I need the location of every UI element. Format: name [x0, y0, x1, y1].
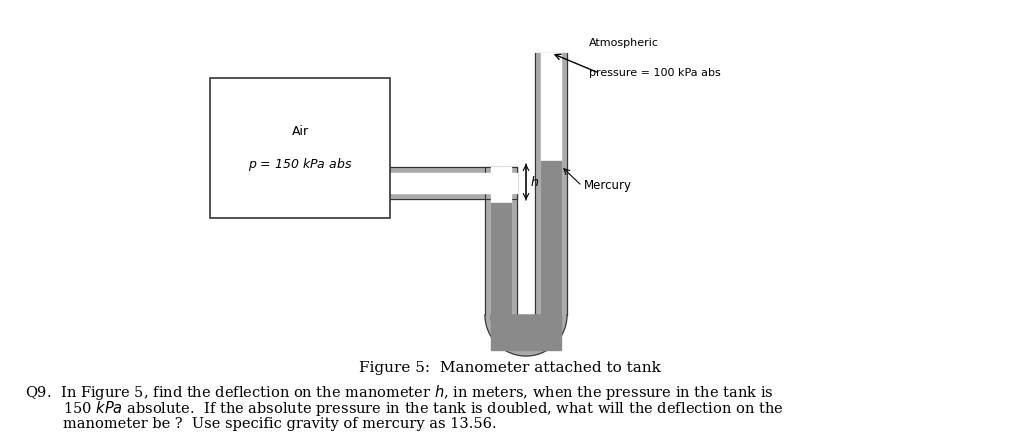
Text: Air: Air	[291, 125, 309, 138]
Text: Figure 5:  Manometer attached to tank: Figure 5: Manometer attached to tank	[359, 361, 660, 375]
Text: Atmospheric: Atmospheric	[588, 38, 658, 48]
Text: $h$: $h$	[530, 175, 539, 189]
Text: Q9.  In Figure 5, find the deflection on the manometer $h$, in meters, when the : Q9. In Figure 5, find the deflection on …	[25, 382, 772, 402]
Text: $p$ = 150 kPa abs: $p$ = 150 kPa abs	[248, 156, 352, 173]
Text: 150 $kPa$ absolute.  If the absolute pressure in the tank is doubled, what will : 150 $kPa$ absolute. If the absolute pres…	[63, 399, 783, 417]
Bar	[210, 78, 389, 218]
Text: Mercury: Mercury	[584, 180, 632, 192]
Text: pressure = 100 kPa abs: pressure = 100 kPa abs	[588, 68, 720, 78]
Text: manometer be ?  Use specific gravity of mercury as 13.56.: manometer be ? Use specific gravity of m…	[63, 417, 496, 431]
Polygon shape	[484, 315, 567, 356]
Polygon shape	[490, 315, 560, 350]
